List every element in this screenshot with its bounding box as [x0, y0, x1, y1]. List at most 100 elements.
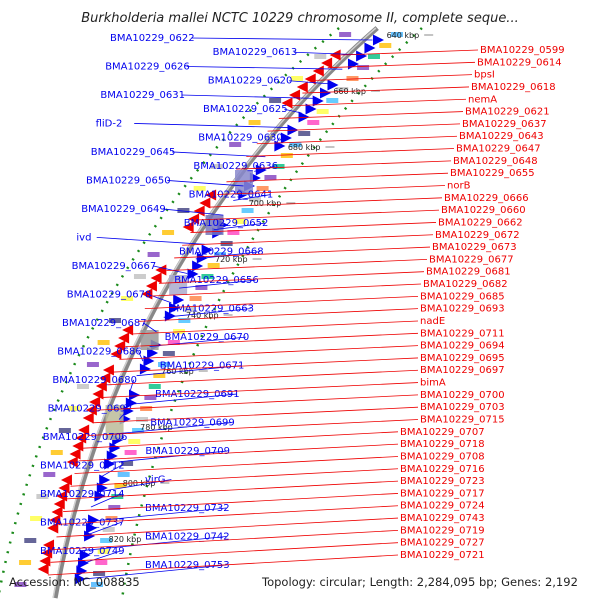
- reverse-gene-arrow: [89, 396, 101, 408]
- reverse-gene-arrow: [102, 364, 114, 376]
- left-gene-label: BMA10229_0652: [184, 218, 269, 229]
- outer-feature-bar: [14, 582, 27, 587]
- right-gene-label: BMA10229_0724: [400, 501, 485, 512]
- outer-feature-bar: [210, 164, 223, 169]
- reverse-gene-arrow: [312, 65, 324, 77]
- forward-gene-arrow: [84, 530, 96, 542]
- left-gene-label: BMA10229_0686: [57, 346, 142, 357]
- right-gene-label: BMA10229_0673: [432, 242, 517, 253]
- forward-gene-arrow: [187, 268, 199, 280]
- outer-feature-bar: [97, 340, 110, 345]
- right-gene-label: BMA10229_0614: [477, 57, 562, 68]
- outer-feature-bar: [24, 538, 37, 543]
- forward-gene-arrow: [109, 442, 121, 454]
- reverse-gene-arrow: [92, 388, 104, 400]
- left-label-leader: [87, 507, 227, 523]
- inner-feature-bar: [379, 43, 392, 48]
- outer-feature-bar: [50, 450, 63, 455]
- reverse-gene-arrow: [145, 280, 157, 292]
- left-label-leader: [254, 165, 275, 172]
- inner-feature-bar: [121, 461, 134, 466]
- inner-feature-bar: [105, 516, 118, 521]
- inner-feature-bar: [140, 406, 153, 411]
- inner-feature-bar: [100, 538, 113, 543]
- kbp-tick-label: 780 kbp: [140, 423, 173, 432]
- gene-cluster-block: [105, 405, 124, 440]
- left-label-leader: [143, 322, 157, 333]
- right-label-leader: [102, 382, 419, 398]
- inner-feature-bar: [214, 252, 227, 257]
- right-gene-label: BMA10229_0647: [456, 144, 541, 155]
- forward-gene-arrow: [125, 397, 137, 409]
- inner-feature-bar: [128, 439, 141, 444]
- inner-feature-bar: [241, 208, 254, 213]
- left-gene-label: BMA10229_0641: [189, 190, 274, 201]
- left-gene-label: BMA10229_0742: [145, 532, 230, 543]
- right-label-leader: [83, 431, 399, 449]
- right-label-leader: [341, 49, 479, 56]
- outer-dotted-track: [0, 27, 340, 595]
- right-label-leader: [50, 542, 399, 563]
- outer-feature-bar: [36, 494, 49, 499]
- reverse-gene-arrow: [43, 539, 55, 551]
- right-gene-label: BMA10229_0693: [420, 304, 505, 315]
- kbp-tick-label: 680 kbp: [288, 143, 321, 152]
- right-label-leader: [107, 369, 419, 386]
- forward-gene-arrow: [201, 244, 213, 256]
- outer-feature-bar: [269, 98, 282, 103]
- forward-gene-arrow: [192, 260, 204, 272]
- gene-cluster-block: [169, 275, 188, 295]
- inner-feature-bar: [136, 417, 149, 422]
- inner-feature-bar: [357, 65, 370, 70]
- right-gene-label: BMA10229_0703: [420, 402, 505, 413]
- right-label-leader: [92, 406, 419, 424]
- inner-feature-bar: [91, 582, 104, 587]
- right-label-leader: [290, 98, 467, 107]
- left-gene-label: BMA10229_0622: [110, 33, 195, 44]
- reverse-gene-arrow: [321, 57, 333, 69]
- accession-text: Accession: NC_008835: [9, 575, 140, 589]
- left-gene-label: BMA10229_0613: [213, 47, 298, 58]
- left-gene-label: BMA10229_0753: [145, 560, 230, 571]
- inner-feature-bar: [102, 527, 115, 532]
- left-gene-label: BMA10229_0678: [67, 289, 152, 300]
- left-gene-label: ivd: [76, 232, 91, 243]
- reverse-gene-arrow: [72, 440, 84, 452]
- forward-gene-arrow: [255, 164, 267, 176]
- inner-feature-bar: [207, 263, 220, 268]
- forward-gene-arrow: [129, 389, 141, 401]
- right-gene-label: BMA10229_0672: [435, 230, 520, 241]
- forward-gene-arrow: [147, 347, 159, 359]
- inner-feature-bar: [227, 230, 240, 235]
- right-label-leader: [119, 345, 419, 360]
- right-gene-label: norB: [447, 180, 471, 191]
- left-label-leader: [124, 393, 237, 406]
- left-gene-label: BMA10229_0732: [145, 503, 230, 514]
- right-gene-label: nemA: [468, 94, 497, 105]
- kbp-tick-label: 720 kbp: [215, 255, 248, 264]
- right-label-leader: [302, 86, 470, 94]
- outer-feature-bar: [108, 318, 121, 323]
- right-label-leader: [70, 468, 399, 487]
- left-label-leader: [289, 80, 329, 85]
- left-gene-label: BMA10229_0668: [179, 247, 264, 258]
- right-gene-label: bpsI: [474, 70, 495, 81]
- right-gene-label: BMA10229_0717: [400, 488, 485, 499]
- outer-feature-bar: [58, 428, 71, 433]
- inner-feature-bar: [132, 428, 145, 433]
- right-gene-label: BMA10229_0648: [453, 156, 538, 167]
- left-gene-label: BMA10229_0749: [40, 546, 125, 557]
- right-gene-label: BMA10229_0677: [429, 254, 514, 265]
- reverse-gene-arrow: [114, 340, 126, 352]
- left-label-leader: [162, 208, 224, 216]
- inner-feature-bar: [256, 186, 269, 191]
- inner-feature-bar: [158, 362, 171, 367]
- left-gene-label: virG: [145, 475, 166, 486]
- right-label-leader: [198, 209, 440, 221]
- inner-feature-bar: [108, 505, 121, 510]
- right-gene-label: BMA10229_0700: [420, 390, 505, 401]
- left-label-leader: [186, 66, 343, 70]
- reverse-gene-arrow: [69, 448, 81, 460]
- forward-gene-arrow: [280, 132, 292, 144]
